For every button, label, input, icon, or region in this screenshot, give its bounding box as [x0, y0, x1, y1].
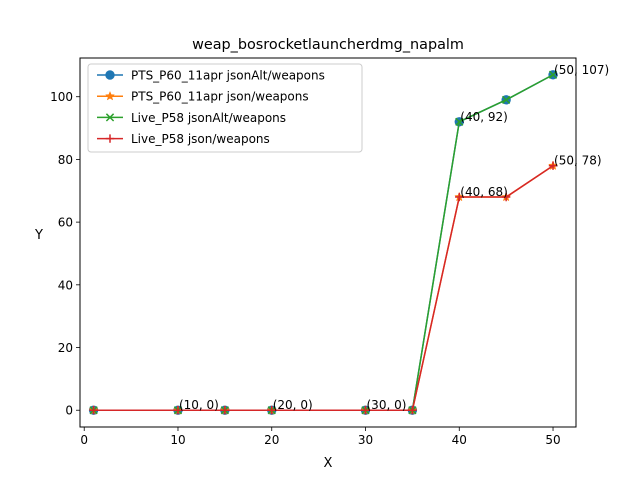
legend-marker [104, 90, 116, 101]
point-annotation: (50, 107) [554, 63, 609, 77]
chart-title: weap_bosrocketlauncherdmg_napalm [192, 37, 464, 53]
legend-label: PTS_P60_11apr jsonAlt/weapons [131, 69, 325, 83]
x-tick-label: 30 [358, 433, 373, 447]
data-point-2 [548, 70, 558, 79]
x-axis-label: X [324, 456, 333, 471]
point-annotation: (40, 92) [460, 110, 508, 124]
data-point-3 [548, 161, 558, 170]
y-tick-label: 0 [65, 404, 73, 418]
point-annotation: (30, 0) [367, 398, 407, 412]
data-point-3 [361, 406, 370, 415]
data-point-3 [501, 192, 511, 202]
plot-layer: 0 10 20 30 40 50 0 20 40 60 80 100 (10, 0) (20, 0) (30… [50, 63, 609, 447]
point-annotation: (50, 78) [554, 154, 602, 168]
plot-frame [79, 57, 577, 428]
legend: PTS_P60_11apr jsonAlt/weapons PTS_P60_11a… [87, 63, 363, 153]
legend-label: Live_P58 json/weapons [131, 132, 270, 146]
legend-marker [105, 70, 115, 80]
legend-label: Live_P58 jsonAlt/weapons [131, 111, 286, 125]
data-point-3 [408, 406, 417, 415]
data-point-3 [455, 192, 464, 202]
legend-box [87, 63, 363, 153]
data-point-3 [89, 406, 98, 415]
point-annotation: (10, 0) [179, 398, 219, 412]
y-tick-label: 40 [58, 278, 73, 292]
y-tick-label: 20 [58, 341, 73, 355]
legend-marker [105, 134, 115, 143]
x-tick-label: 0 [80, 433, 88, 447]
x-tick-label: 40 [452, 433, 467, 447]
data-point-3 [267, 406, 276, 415]
data-point-2 [455, 117, 464, 126]
legend-marker [105, 113, 115, 122]
point-annotation: (20, 0) [273, 398, 313, 412]
point-annotation: (40, 68) [460, 185, 508, 199]
x-tick-label: 50 [545, 433, 560, 447]
y-tick-label: 80 [58, 153, 73, 167]
legend-label: PTS_P60_11apr json/weapons [131, 90, 309, 104]
y-axis-label: Y [34, 228, 43, 243]
y-tick-label: 100 [50, 90, 73, 104]
data-point-2 [502, 95, 511, 104]
data-point-3 [220, 406, 230, 415]
x-tick-label: 20 [264, 433, 279, 447]
data-point-3 [173, 406, 183, 415]
y-tick-label: 60 [58, 216, 73, 230]
x-tick-label: 10 [170, 433, 185, 447]
